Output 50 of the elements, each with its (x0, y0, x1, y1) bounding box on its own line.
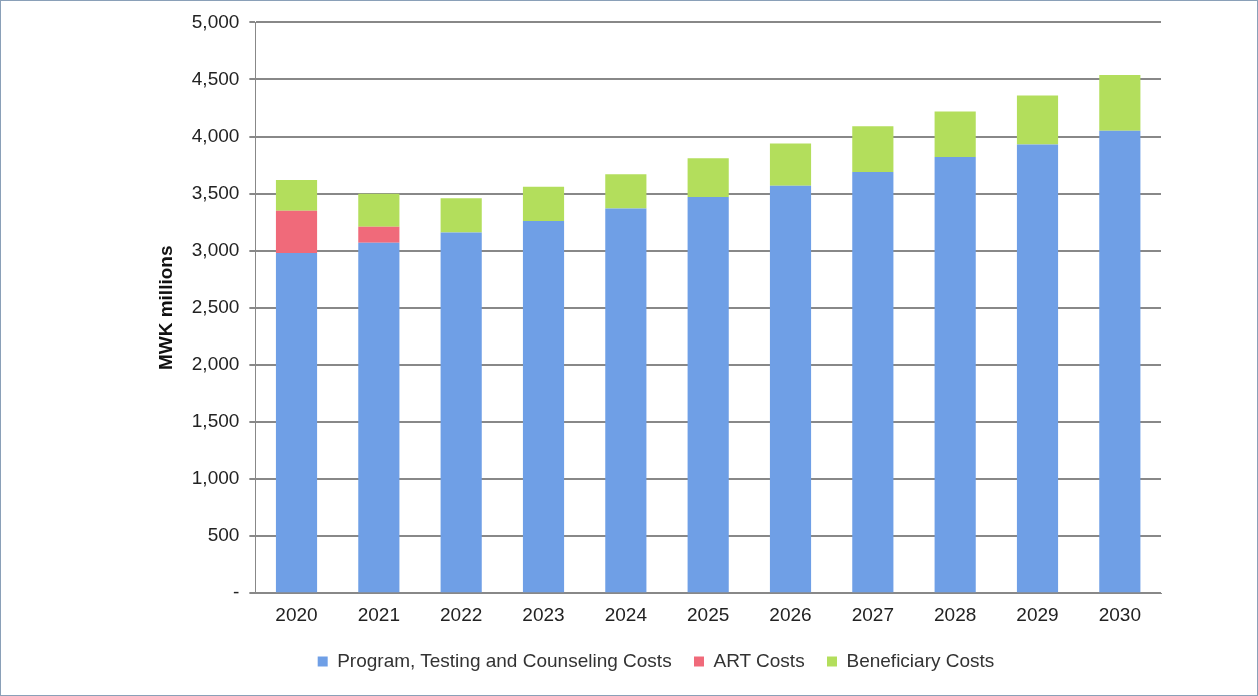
bar (1016, 95, 1059, 145)
y-tick-label: 1,500 (191, 410, 240, 432)
bar (769, 143, 812, 186)
x-tick-label: 2024 (604, 603, 648, 625)
bar (358, 226, 400, 243)
y-tick-label: - (233, 581, 240, 603)
bar (440, 232, 482, 593)
y-tick-label: 5,000 (191, 10, 240, 32)
bar (275, 253, 318, 593)
x-tick-label: 2030 (1098, 603, 1141, 625)
y-axis-title: MWK millions (154, 245, 176, 371)
bar (1016, 144, 1059, 593)
bar (275, 179, 318, 211)
x-tick-label: 2026 (769, 603, 812, 625)
x-tick-label: 2023 (522, 603, 565, 625)
bar (522, 221, 565, 593)
bar (358, 193, 400, 227)
x-tick-label: 2021 (357, 603, 400, 625)
bar (440, 198, 482, 233)
legend-label: Beneficiary Costs (846, 649, 995, 671)
bar (358, 242, 400, 593)
bar (605, 174, 647, 209)
x-tick-label: 2029 (1016, 603, 1059, 625)
bar (275, 210, 318, 253)
x-tick-label: 2025 (687, 603, 730, 625)
x-tick-label: 2028 (934, 603, 977, 625)
y-tick-label: 2,000 (191, 353, 240, 375)
y-tick-label: 4,000 (191, 124, 240, 146)
y-tick-label: 4,500 (191, 67, 240, 89)
bar (605, 208, 647, 593)
y-tick-label: 3,500 (191, 181, 240, 203)
bar (687, 158, 729, 198)
bar (687, 197, 729, 593)
bar (934, 111, 976, 158)
legend-label: ART Costs (713, 649, 805, 671)
x-tick-label: 2020 (275, 603, 318, 625)
bar (1099, 130, 1141, 593)
x-tick-label: 2022 (440, 603, 483, 625)
y-tick-label: 1,000 (191, 467, 240, 489)
bar (1099, 74, 1141, 131)
y-tick-label: 500 (207, 524, 240, 546)
bar (769, 185, 812, 593)
x-tick-label: 2027 (851, 603, 894, 625)
y-tick-label: 3,000 (191, 238, 240, 260)
bar (852, 171, 894, 593)
bar (934, 157, 976, 593)
legend-label: Program, Testing and Counseling Costs (337, 649, 672, 671)
y-tick-label: 2,500 (191, 296, 240, 318)
bar (522, 186, 565, 222)
bar (852, 126, 894, 172)
